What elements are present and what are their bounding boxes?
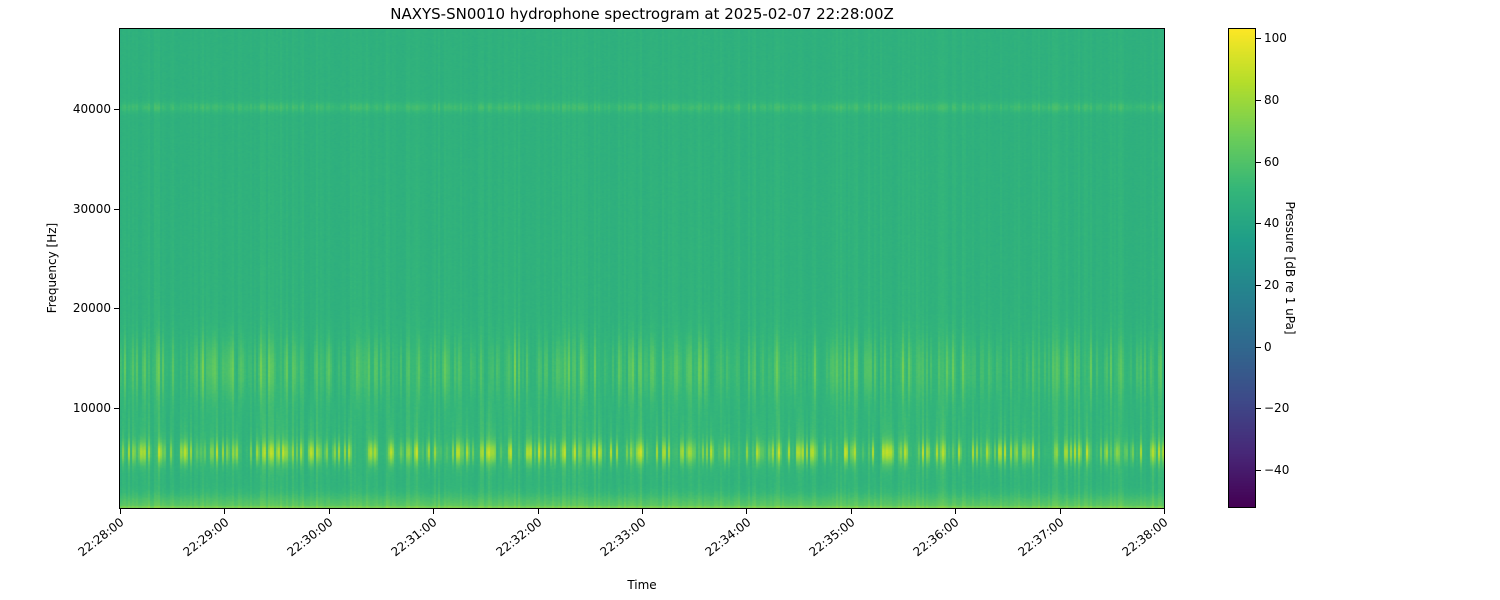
x-tick-label: 22:35:00 [806,515,858,560]
colorbar-canvas [1229,29,1255,507]
x-tick-mark [955,508,957,514]
y-tick-label: 20000 [72,301,111,316]
colorbar-tick-label: 20 [1264,278,1280,292]
colorbar-tick-label: −20 [1264,401,1290,416]
x-tick-label: 22:31:00 [388,515,440,560]
y-tick-label: 10000 [72,401,111,416]
colorbar-tick-label: 40 [1264,216,1280,231]
y-axis-label: Frequency [Hz] [45,222,59,314]
colorbar-tick-label: 100 [1264,31,1287,46]
colorbar-tick-label: −40 [1264,463,1290,477]
x-tick-mark [642,508,643,514]
colorbar-tick-mark [1255,285,1261,286]
x-tick-mark [224,508,226,514]
colorbar-tick-mark [1255,408,1261,410]
x-tick-mark [433,508,435,514]
chart-title: NAXYS-SN0010 hydrophone spectrogram at 2… [390,5,894,23]
x-tick-mark [746,508,748,514]
colorbar-tick-mark [1255,99,1261,101]
colorbar [1228,28,1256,508]
y-tick-label: 30000 [72,201,111,216]
x-tick-label: 22:37:00 [1015,515,1067,560]
colorbar-tick-label: 0 [1264,339,1272,354]
colorbar-tick-mark [1255,346,1261,348]
colorbar-tick-label: 60 [1264,154,1280,169]
colorbar-tick-mark [1255,470,1261,471]
spectrogram-plot [119,28,1165,509]
y-tick-label: 40000 [72,101,111,116]
x-axis-label: Time [627,578,657,592]
x-tick-mark [850,508,852,514]
x-tick-label: 22:33:00 [597,515,649,560]
x-tick-mark [537,508,539,514]
x-tick-mark [328,508,330,514]
x-tick-label: 22:36:00 [910,515,962,560]
colorbar-tick-mark [1255,38,1261,40]
x-tick-label: 22:30:00 [284,515,336,560]
spectrogram-canvas [120,29,1164,508]
x-tick-label: 22:38:00 [1119,515,1171,560]
y-tick-mark [114,308,120,310]
x-tick-mark [1059,508,1061,514]
y-tick-mark [114,108,120,110]
colorbar-tick-label: 80 [1264,92,1280,107]
y-tick-mark [114,408,120,410]
x-tick-label: 22:28:00 [75,515,127,560]
x-tick-mark [1164,508,1165,514]
x-tick-label: 22:32:00 [493,515,545,560]
colorbar-label: Pressure [dB re 1 uPa] [1283,201,1297,335]
x-tick-label: 22:34:00 [701,515,754,560]
x-tick-mark [120,508,121,514]
x-tick-label: 22:29:00 [179,515,232,560]
colorbar-tick-mark [1255,161,1261,163]
y-tick-mark [114,208,120,210]
colorbar-tick-mark [1255,223,1261,225]
